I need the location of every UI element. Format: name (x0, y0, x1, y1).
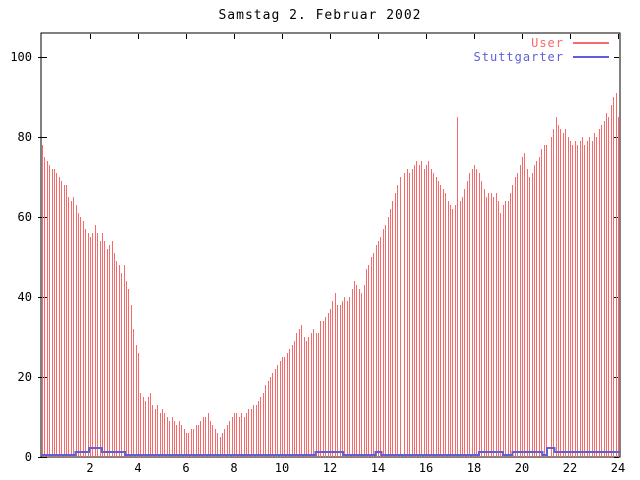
x-tick-label: 4 (134, 461, 141, 475)
legend-user-label: User (531, 36, 564, 50)
legend: User Stuttgarter (474, 36, 609, 64)
x-tick-label: 6 (182, 461, 189, 475)
x-tick-label: 10 (275, 461, 289, 475)
y-tick-label: 80 (18, 130, 32, 144)
legend-user-line-sample (573, 42, 609, 44)
y-tick-label: 60 (18, 210, 32, 224)
step-line (41, 447, 620, 456)
x-tick-label: 20 (515, 461, 529, 475)
y-tick-label: 100 (10, 50, 32, 64)
x-tick-label: 16 (419, 461, 433, 475)
y-tick-label: 20 (18, 370, 32, 384)
x-tick-label: 18 (467, 461, 481, 475)
x-tick-label: 24 (611, 461, 625, 475)
legend-stuttgarter-line-sample (573, 56, 609, 58)
x-tick-label: 22 (563, 461, 577, 475)
chart-title: Samstag 2. Februar 2002 (218, 8, 422, 23)
legend-row-user: User (474, 36, 609, 50)
y-tick-label: 0 (25, 450, 32, 464)
legend-stuttgarter-label: Stuttgarter (473, 50, 564, 64)
x-tick-label: 8 (230, 461, 237, 475)
y-tick-label: 40 (18, 290, 32, 304)
x-tick-label: 2 (86, 461, 93, 475)
x-tick-label: 14 (371, 461, 385, 475)
x-tick-label: 12 (323, 461, 337, 475)
legend-row-stuttgarter: Stuttgarter (474, 50, 609, 64)
